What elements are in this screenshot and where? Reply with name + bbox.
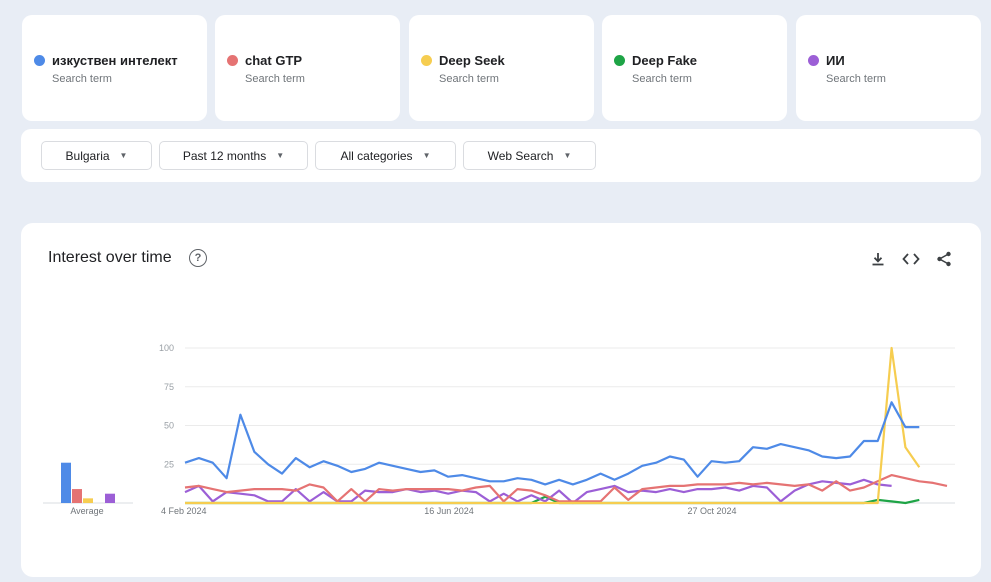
series-line [184, 478, 892, 505]
term-card-3[interactable]: Deep Seek Search term [409, 15, 594, 121]
x-tick-label: 4 Feb 2024 [161, 506, 207, 516]
time-range-filter-dropdown[interactable]: Past 12 months ▼ [159, 141, 308, 170]
caret-down-icon: ▼ [422, 151, 431, 160]
term-name: Deep Fake [632, 53, 698, 68]
term-sub-label: Search term [439, 73, 499, 85]
panel-title: Interest over time [48, 249, 172, 266]
term-sub-label: Search term [52, 73, 112, 85]
term-name: изкуствен интелект [52, 53, 178, 68]
interest-over-time-panel: Interest over time ? 100 75 50 25 4 Feb 2024… [21, 223, 981, 577]
term-sub-label: Search term [632, 73, 692, 85]
y-tick-label: 100 [159, 343, 174, 353]
filter-label: Web Search [487, 148, 554, 163]
term-name: Deep Seek [439, 53, 505, 68]
y-tick-label: 75 [164, 382, 174, 392]
download-icon[interactable] [868, 249, 888, 269]
x-tick-label: 16 Jun 2024 [424, 506, 474, 516]
search-type-filter-dropdown[interactable]: Web Search ▼ [463, 141, 596, 170]
x-tick-label: 27 Oct 2024 [687, 506, 736, 516]
embed-code-icon[interactable] [901, 249, 921, 269]
average-label: Average [70, 506, 103, 516]
y-tick-label: 25 [164, 459, 174, 469]
region-filter-dropdown[interactable]: Bulgaria ▼ [41, 141, 152, 170]
caret-down-icon: ▼ [276, 151, 285, 160]
term-name: chat GTP [245, 53, 303, 68]
category-filter-dropdown[interactable]: All categories ▼ [315, 141, 456, 170]
term-card-2[interactable]: chat GTP Search term [215, 15, 400, 121]
series-line [185, 346, 921, 505]
y-tick-label: 50 [164, 421, 174, 431]
term-name: ИИ [826, 53, 845, 68]
interest-line-chart: 100 75 50 25 4 Feb 2024 16 Jun 2024 27 Oct 202… [43, 343, 955, 516]
term-card-5[interactable]: ИИ Search term [796, 15, 981, 121]
filter-label: Past 12 months [182, 148, 267, 163]
series-color-dot [34, 55, 45, 66]
series-color-dot [808, 55, 819, 66]
filter-label: All categories [340, 148, 413, 163]
series-color-dot [421, 55, 432, 66]
series-line [184, 474, 948, 503]
term-sub-label: Search term [826, 73, 886, 85]
caret-down-icon: ▼ [563, 151, 572, 160]
term-card-1[interactable]: изкуствен интелект Search term [22, 15, 207, 121]
caret-down-icon: ▼ [119, 151, 128, 160]
average-bar [72, 489, 82, 503]
term-sub-label: Search term [245, 73, 305, 85]
average-bar [83, 498, 93, 503]
filter-bar: Bulgaria ▼ Past 12 months ▼ All categories… [21, 129, 981, 182]
average-bar [61, 462, 71, 503]
average-bar [105, 493, 115, 503]
term-card-4[interactable]: Deep Fake Search term [602, 15, 787, 121]
series-color-dot [614, 55, 625, 66]
help-circle-icon[interactable]: ? [189, 249, 207, 267]
series-color-dot [227, 55, 238, 66]
series-line [184, 401, 920, 486]
filter-label: Bulgaria [65, 148, 110, 163]
share-icon[interactable] [934, 249, 954, 269]
